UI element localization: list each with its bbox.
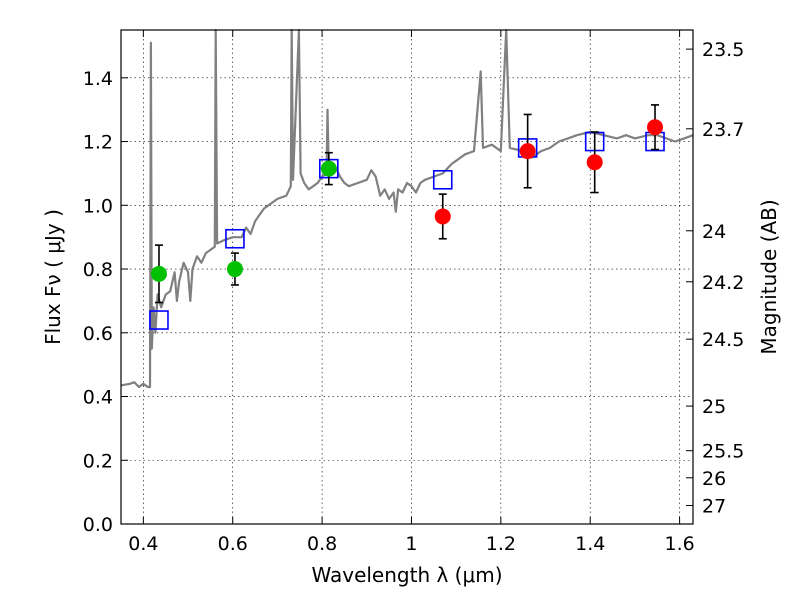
x-tick-label: 0.6 <box>218 533 248 555</box>
y-tick-label: 0.2 <box>83 450 113 472</box>
tick-labels: 0.4 0.6 0.8 1 1.2 1.4 1.6 0.0 0.2 0.4 0.6 0.8 1.0 1.2… <box>83 39 745 555</box>
circle-marker <box>434 208 451 225</box>
y-tick-label: 0.0 <box>83 514 113 536</box>
y-right-axis-label: Magnitude (AB) <box>757 199 781 354</box>
y-tick-label: 1.2 <box>83 132 113 154</box>
right-tick-label: 23.5 <box>702 39 744 61</box>
x-tick-label: 0.4 <box>128 533 158 555</box>
data-points <box>149 104 665 330</box>
x-tick-label: 0.8 <box>307 533 337 555</box>
y-axis-label: Flux Fν ( μJy ) <box>41 209 65 345</box>
plot-frame <box>120 29 694 525</box>
x-tick-label: 1 <box>405 533 417 555</box>
right-tick-label: 25 <box>702 396 726 418</box>
y-tick-label: 1.0 <box>83 195 113 217</box>
square-marker <box>432 169 453 190</box>
right-tick-label: 26 <box>702 468 726 490</box>
y-tick-label: 1.4 <box>83 68 113 90</box>
y-tick-label: 0.8 <box>83 259 113 281</box>
right-tick-label: 24.2 <box>702 272 744 294</box>
right-tick-label: 23.7 <box>702 119 744 141</box>
y-tick-label: 0.6 <box>83 323 113 345</box>
x-axis-label: Wavelength λ (μm) <box>311 563 502 587</box>
x-tick-label: 1.4 <box>575 533 605 555</box>
circle-marker <box>647 119 664 136</box>
circle-marker <box>150 265 167 282</box>
square-marker <box>149 310 169 330</box>
circle-marker <box>320 160 337 177</box>
plot-area <box>121 30 693 524</box>
y-tick-label: 0.4 <box>83 387 113 409</box>
right-tick-label: 25.5 <box>702 441 744 463</box>
x-tick-label: 1.2 <box>486 533 516 555</box>
x-tick-label: 1.6 <box>664 533 694 555</box>
circle-marker <box>586 154 603 171</box>
right-tick-label: 24.5 <box>702 329 744 351</box>
circle-marker <box>519 143 536 160</box>
circle-marker <box>226 261 243 278</box>
right-tick-label: 27 <box>702 496 726 518</box>
square-marker <box>225 228 245 249</box>
axis-ticks <box>121 30 693 525</box>
right-tick-label: 24 <box>702 221 726 243</box>
